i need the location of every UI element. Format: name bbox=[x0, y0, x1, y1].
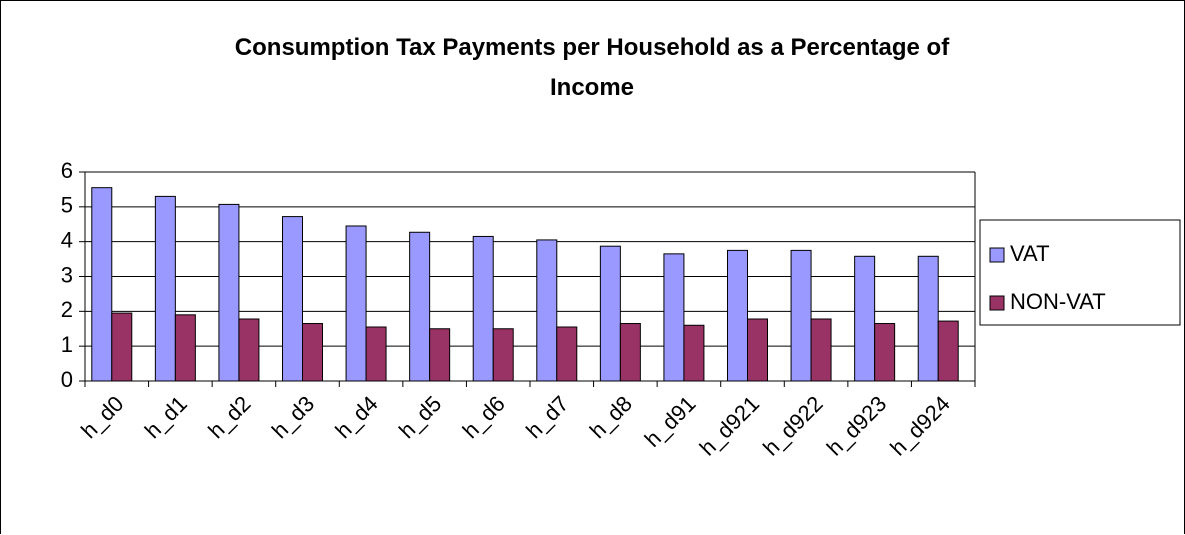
legend-swatch bbox=[989, 247, 1005, 263]
legend-label: VAT bbox=[1010, 241, 1050, 266]
x-tick-label: h_d6 bbox=[458, 391, 510, 443]
bar bbox=[663, 253, 685, 382]
bar bbox=[810, 318, 832, 382]
bar bbox=[174, 314, 196, 382]
chart-title: Consumption Tax Payments per Household a… bbox=[234, 34, 950, 101]
x-tick-label: h_d4 bbox=[330, 391, 382, 443]
bar bbox=[492, 328, 514, 382]
bar bbox=[238, 318, 260, 382]
x-tick-label: h_d91 bbox=[640, 391, 701, 452]
y-tick-label: 1 bbox=[61, 332, 73, 357]
bar bbox=[536, 239, 558, 382]
y-tick-label: 0 bbox=[61, 367, 73, 392]
bar bbox=[345, 225, 367, 382]
y-tick-label: 3 bbox=[61, 262, 73, 287]
bar bbox=[282, 216, 303, 382]
x-tick-label: h_d923 bbox=[822, 391, 892, 461]
x-tick-label: h_d8 bbox=[585, 391, 637, 443]
bar bbox=[917, 255, 939, 382]
bar bbox=[409, 231, 431, 382]
bar bbox=[429, 328, 451, 382]
legend-label: NON-VAT bbox=[1010, 289, 1106, 314]
bar bbox=[472, 235, 494, 382]
bar bbox=[218, 203, 240, 382]
bar bbox=[790, 249, 812, 382]
x-tick-label: h_d0 bbox=[76, 391, 128, 443]
x-tick-label: h_d921 bbox=[695, 391, 765, 461]
bar bbox=[556, 326, 578, 382]
x-tick-label: h_d924 bbox=[885, 391, 955, 461]
bar bbox=[154, 195, 176, 382]
bar bbox=[727, 249, 748, 382]
bar bbox=[854, 255, 876, 382]
y-tick-label: 2 bbox=[61, 297, 73, 322]
bar bbox=[874, 323, 896, 382]
bar bbox=[747, 318, 768, 382]
x-tick-label: h_d7 bbox=[521, 391, 573, 443]
bar bbox=[683, 324, 705, 382]
legend-swatch bbox=[989, 295, 1005, 311]
bar bbox=[91, 187, 113, 382]
bar bbox=[111, 312, 133, 382]
bar bbox=[365, 326, 387, 382]
y-tick-label: 4 bbox=[61, 227, 73, 252]
y-tick-label: 6 bbox=[61, 158, 73, 183]
bar bbox=[302, 323, 323, 382]
bar bbox=[937, 320, 959, 382]
bar bbox=[599, 245, 621, 382]
x-tick-label: h_d5 bbox=[394, 391, 446, 443]
bar bbox=[619, 323, 641, 382]
y-tick-label: 5 bbox=[61, 193, 73, 218]
x-tick-label: h_d922 bbox=[758, 391, 828, 461]
x-tick-label: h_d3 bbox=[267, 391, 319, 443]
x-tick-label: h_d1 bbox=[140, 391, 192, 443]
legend-box bbox=[979, 219, 1181, 326]
x-tick-label: h_d2 bbox=[203, 391, 255, 443]
